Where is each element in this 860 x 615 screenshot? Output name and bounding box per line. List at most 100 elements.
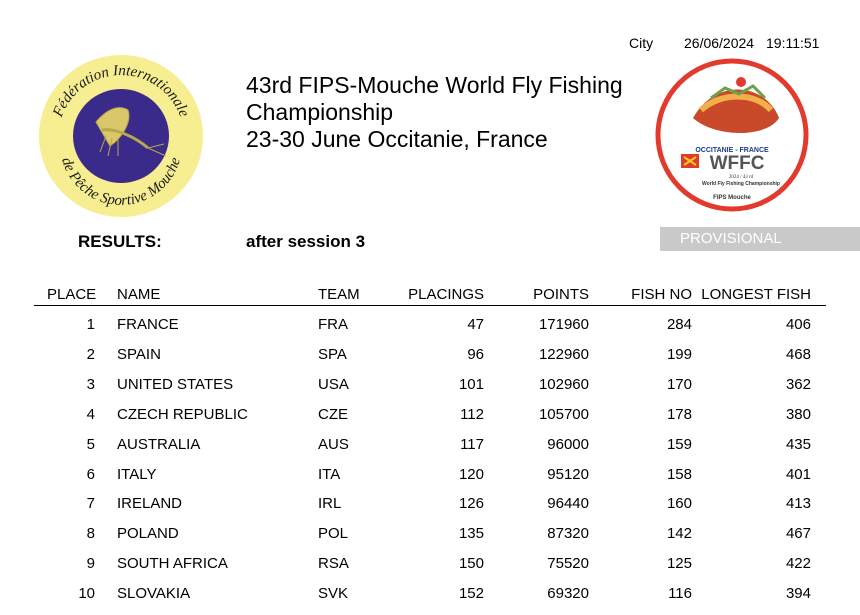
cell-team: CZE bbox=[318, 405, 348, 423]
cell-longest-fish: 401 bbox=[785, 465, 811, 483]
cell-team: AUS bbox=[318, 435, 349, 453]
cell-points: 96440 bbox=[547, 495, 589, 513]
cell-place: 1 bbox=[86, 316, 95, 333]
cell-points: 122960 bbox=[538, 345, 589, 363]
cell-team: SPA bbox=[318, 345, 347, 363]
table-row: 4 CZECH REPUBLIC CZE 112 105700 178 380 bbox=[0, 406, 860, 436]
table-row: 6 ITALY ITA 120 95120 158 401 bbox=[0, 466, 860, 496]
cell-name: SLOVAKIA bbox=[117, 585, 191, 603]
table-row: 5 AUSTRALIA AUS 117 96000 159 435 bbox=[0, 436, 860, 466]
report-time: 19:11:51 bbox=[766, 35, 820, 51]
cell-points: 96000 bbox=[547, 435, 589, 453]
col-name: NAME bbox=[117, 286, 161, 303]
cell-place: 4 bbox=[86, 405, 95, 423]
cell-place: 5 bbox=[86, 435, 95, 453]
cell-placings: 47 bbox=[467, 316, 484, 333]
cell-team: ITA bbox=[318, 465, 341, 483]
table-row: 7 IRELAND IRL 126 96440 160 413 bbox=[0, 495, 860, 525]
col-place: PLACE bbox=[47, 286, 97, 303]
table-row: 9 SOUTH AFRICA RSA 150 75520 125 422 bbox=[0, 555, 860, 585]
cell-longest-fish: 380 bbox=[785, 405, 811, 423]
wffc-org: FIPS Mouche bbox=[713, 195, 751, 201]
cell-longest-fish: 413 bbox=[785, 495, 811, 513]
cell-placings: 120 bbox=[458, 465, 484, 483]
cell-team: IRL bbox=[318, 495, 342, 513]
cell-fish-no: 125 bbox=[666, 555, 692, 573]
cell-place: 8 bbox=[86, 525, 95, 543]
cell-name: SOUTH AFRICA bbox=[117, 555, 228, 573]
cell-team: USA bbox=[318, 375, 349, 393]
cell-placings: 150 bbox=[458, 555, 484, 573]
cell-longest-fish: 422 bbox=[785, 555, 811, 573]
cell-name: POLAND bbox=[117, 525, 179, 543]
wffc-acronym: WFFC bbox=[710, 153, 765, 174]
cell-place: 10 bbox=[78, 585, 95, 603]
cell-name: FRANCE bbox=[117, 316, 179, 333]
fips-federation-logo: Fédération Internationale de Pêche Sport… bbox=[36, 52, 206, 220]
table-row: 8 POLAND POL 135 87320 142 467 bbox=[0, 525, 860, 555]
cell-placings: 126 bbox=[458, 495, 484, 513]
cell-points: 87320 bbox=[547, 525, 589, 543]
cell-place: 9 bbox=[86, 555, 95, 573]
col-team: TEAM bbox=[318, 286, 360, 303]
cell-placings: 101 bbox=[458, 375, 484, 393]
cell-name: ITALY bbox=[117, 465, 157, 483]
cell-name: CZECH REPUBLIC bbox=[117, 405, 248, 423]
table-row: 10 SLOVAKIA SVK 152 69320 116 394 bbox=[0, 585, 860, 615]
cell-points: 105700 bbox=[538, 405, 589, 423]
col-longest-fish: LONGEST FISH bbox=[701, 286, 811, 303]
cell-longest-fish: 467 bbox=[785, 525, 811, 543]
cell-fish-no: 170 bbox=[666, 375, 692, 393]
mayfly-icon bbox=[95, 107, 167, 157]
city-label: City bbox=[629, 35, 654, 51]
wffc-logo: OCCITANIE - FRANCE WFFC 2024 / 43 rd Wor… bbox=[655, 58, 809, 212]
header-divider bbox=[34, 305, 826, 306]
col-placings: PLACINGS bbox=[408, 286, 484, 303]
cell-fish-no: 142 bbox=[666, 525, 692, 543]
cell-fish-no: 116 bbox=[668, 585, 692, 603]
table-row: 2 SPAIN SPA 96 122960 199 468 bbox=[0, 346, 860, 376]
cell-place: 2 bbox=[86, 345, 95, 363]
title-line-2: Championship bbox=[246, 99, 394, 125]
cell-place: 3 bbox=[86, 375, 95, 393]
wffc-region: OCCITANIE - FRANCE bbox=[695, 147, 769, 154]
cell-fish-no: 158 bbox=[666, 465, 692, 483]
cell-name: UNITED STATES bbox=[117, 375, 234, 393]
cell-team: RSA bbox=[318, 555, 349, 573]
cell-fish-no: 178 bbox=[666, 405, 692, 423]
cell-placings: 117 bbox=[460, 435, 484, 453]
cell-name: AUSTRALIA bbox=[117, 435, 201, 453]
cell-fish-no: 159 bbox=[666, 435, 692, 453]
cell-place: 6 bbox=[86, 465, 95, 483]
cell-fish-no: 199 bbox=[666, 345, 692, 363]
title-line-1: 43rd FIPS-Mouche World Fly Fishing bbox=[246, 72, 623, 98]
cell-placings: 152 bbox=[458, 585, 484, 603]
cell-place: 7 bbox=[86, 495, 95, 513]
cell-team: FRA bbox=[318, 316, 348, 333]
cell-longest-fish: 362 bbox=[785, 375, 811, 393]
championship-title: 43rd FIPS-Mouche World Fly Fishing Champ… bbox=[246, 72, 623, 153]
col-points: POINTS bbox=[533, 286, 589, 303]
cell-longest-fish: 435 bbox=[785, 435, 811, 453]
title-line-3: 23-30 June Occitanie, France bbox=[246, 126, 548, 152]
results-label: RESULTS: bbox=[78, 232, 162, 251]
cell-longest-fish: 468 bbox=[785, 345, 811, 363]
cell-fish-no: 160 bbox=[666, 495, 692, 513]
cell-longest-fish: 394 bbox=[785, 585, 811, 603]
cell-points: 102960 bbox=[538, 375, 589, 393]
table-row: 1 FRANCE FRA 47 171960 284 406 bbox=[0, 316, 860, 346]
session-label: after session 3 bbox=[246, 232, 366, 251]
cell-longest-fish: 406 bbox=[785, 316, 811, 333]
cell-points: 171960 bbox=[538, 316, 589, 333]
wffc-event: World Fly Fishing Championship bbox=[702, 181, 780, 187]
cell-fish-no: 284 bbox=[666, 316, 692, 333]
col-fish-no: FISH NO bbox=[631, 286, 692, 303]
cell-points: 69320 bbox=[547, 585, 589, 603]
table-row: 3 UNITED STATES USA 101 102960 170 362 bbox=[0, 376, 860, 406]
cell-name: SPAIN bbox=[117, 345, 161, 363]
cell-team: SVK bbox=[318, 585, 349, 603]
provisional-badge: PROVISIONAL bbox=[660, 227, 860, 251]
report-date: 26/06/2024 bbox=[684, 35, 755, 51]
wffc-edition: 2024 / 43 rd bbox=[729, 175, 754, 180]
cell-points: 75520 bbox=[547, 555, 589, 573]
